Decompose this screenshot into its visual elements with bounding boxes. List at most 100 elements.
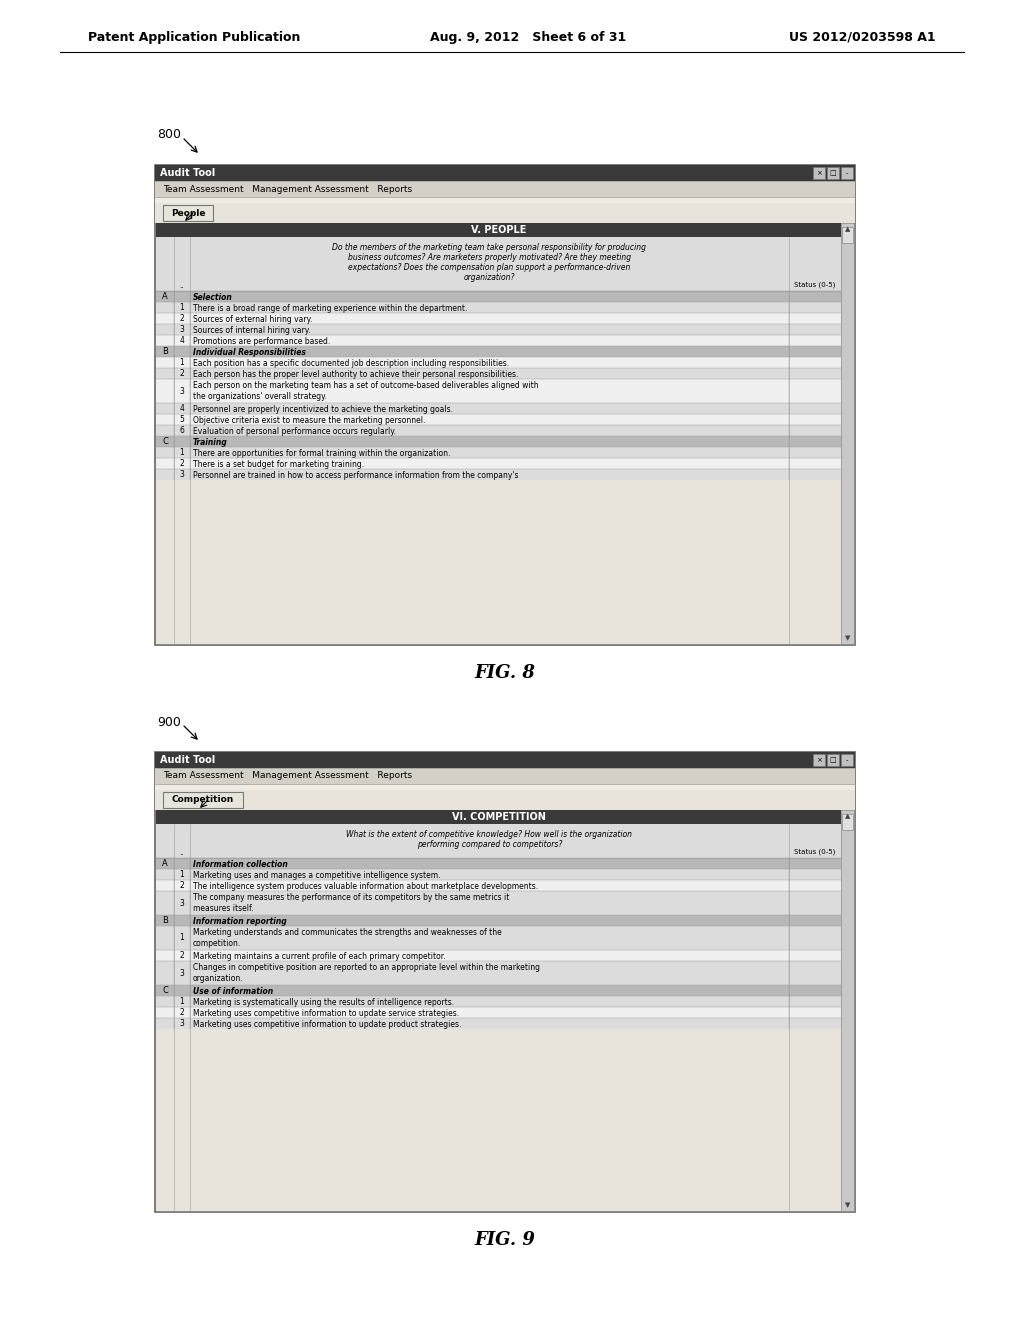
Text: 5: 5 <box>179 414 184 424</box>
Bar <box>156 290 841 302</box>
Text: 2: 2 <box>179 314 184 323</box>
Text: Information reporting: Information reporting <box>193 917 287 927</box>
Bar <box>156 950 841 961</box>
Text: Changes in competitive position are reported to an appropriate level within the : Changes in competitive position are repo… <box>193 964 540 972</box>
Text: 4: 4 <box>179 404 184 413</box>
Bar <box>156 379 841 403</box>
Bar <box>155 197 855 203</box>
Text: 2: 2 <box>179 950 184 960</box>
Text: What is the extent of competitive knowledge? How well is the organization: What is the extent of competitive knowle… <box>346 830 633 840</box>
Text: Status (0-5): Status (0-5) <box>795 281 836 288</box>
Text: Audit Tool: Audit Tool <box>160 168 215 178</box>
Bar <box>156 1007 841 1018</box>
Bar <box>155 784 855 789</box>
Text: 800: 800 <box>157 128 181 141</box>
Bar <box>156 810 841 824</box>
Text: A: A <box>162 292 168 301</box>
Text: There is a set budget for marketing training.: There is a set budget for marketing trai… <box>193 459 365 469</box>
Text: Marketing understands and communicates the strengths and weaknesses of the: Marketing understands and communicates t… <box>193 928 502 937</box>
Bar <box>155 203 855 223</box>
Text: Marketing uses competitive information to update service strategies.: Marketing uses competitive information t… <box>193 1008 459 1018</box>
Text: 1: 1 <box>179 358 184 367</box>
Text: Training: Training <box>193 438 227 447</box>
Text: 900: 900 <box>157 715 181 729</box>
Bar <box>156 458 841 469</box>
Text: Marketing uses competitive information to update product strategies.: Marketing uses competitive information t… <box>193 1020 462 1030</box>
Bar <box>156 223 841 238</box>
Bar <box>155 181 855 197</box>
Text: 2: 2 <box>179 1008 184 1016</box>
Text: There is a broad range of marketing experience within the department.: There is a broad range of marketing expe… <box>193 304 467 313</box>
Text: Status (0-5): Status (0-5) <box>795 849 836 855</box>
Text: Team Assessment   Management Assessment   Reports: Team Assessment Management Assessment Re… <box>163 185 412 194</box>
Text: Evaluation of personal performance occurs regularly.: Evaluation of personal performance occur… <box>193 426 396 436</box>
Text: Audit Tool: Audit Tool <box>160 755 215 766</box>
Text: 3: 3 <box>179 325 184 334</box>
Text: expectations? Does the compensation plan support a performance-driven: expectations? Does the compensation plan… <box>348 263 631 272</box>
Text: Competition: Competition <box>172 796 234 804</box>
Text: 2: 2 <box>179 880 184 890</box>
Text: C: C <box>162 986 168 995</box>
Bar <box>156 961 841 985</box>
Text: V. PEOPLE: V. PEOPLE <box>471 224 526 235</box>
Bar <box>842 227 853 243</box>
Text: Do the members of the marketing team take personal responsibility for producing: Do the members of the marketing team tak… <box>333 243 646 252</box>
Text: 2: 2 <box>179 459 184 469</box>
Text: performing compared to competitors?: performing compared to competitors? <box>417 840 562 849</box>
Text: 3: 3 <box>179 387 184 396</box>
Text: 2: 2 <box>179 370 184 378</box>
Text: Sources of external hiring vary.: Sources of external hiring vary. <box>193 315 312 323</box>
Text: C: C <box>162 437 168 446</box>
Bar <box>841 223 854 644</box>
Text: Information collection: Information collection <box>193 861 288 869</box>
Bar <box>156 313 841 323</box>
Text: 1: 1 <box>179 933 184 942</box>
Text: The intelligence system produces valuable information about marketplace developm: The intelligence system produces valuabl… <box>193 882 539 891</box>
Text: Use of information: Use of information <box>193 987 273 997</box>
Text: ▼: ▼ <box>845 1203 850 1208</box>
Text: People: People <box>171 209 205 218</box>
Text: Personnel are trained in how to access performance information from the company': Personnel are trained in how to access p… <box>193 471 518 480</box>
Text: 1: 1 <box>179 304 184 312</box>
Bar <box>841 810 854 1210</box>
Bar <box>156 346 841 356</box>
Bar <box>155 165 855 645</box>
Text: Aug. 9, 2012   Sheet 6 of 31: Aug. 9, 2012 Sheet 6 of 31 <box>430 30 627 44</box>
Bar <box>842 814 853 830</box>
Bar <box>156 238 841 290</box>
Text: Personnel are properly incentivized to achieve the marketing goals.: Personnel are properly incentivized to a… <box>193 405 453 414</box>
Text: Selection: Selection <box>193 293 232 302</box>
Bar <box>827 168 839 180</box>
Text: FIG. 9: FIG. 9 <box>474 1232 536 1249</box>
Text: ▼: ▼ <box>845 635 850 642</box>
Text: 1: 1 <box>179 447 184 457</box>
Bar <box>155 752 855 1212</box>
Text: 3: 3 <box>179 1019 184 1028</box>
Bar <box>156 436 841 447</box>
Text: ..: .. <box>180 850 184 855</box>
Text: B: B <box>162 916 168 925</box>
Bar <box>155 165 855 181</box>
Text: organization.: organization. <box>193 974 244 983</box>
Text: Each person has the proper level authority to achieve their personal responsibil: Each person has the proper level authori… <box>193 370 518 379</box>
Bar <box>156 869 841 880</box>
Text: Marketing is systematically using the results of intelligence reports.: Marketing is systematically using the re… <box>193 998 454 1007</box>
Bar <box>813 754 825 766</box>
Text: ▲: ▲ <box>845 813 850 818</box>
Text: measures itself.: measures itself. <box>193 904 254 913</box>
Text: FIG. 8: FIG. 8 <box>474 664 536 682</box>
Text: Patent Application Publication: Patent Application Publication <box>88 30 300 44</box>
Text: 3: 3 <box>179 470 184 479</box>
Text: Individual Responsibilities: Individual Responsibilities <box>193 348 306 356</box>
Bar <box>156 425 841 436</box>
Bar <box>156 880 841 891</box>
Text: Marketing uses and manages a competitive intelligence system.: Marketing uses and manages a competitive… <box>193 871 440 880</box>
Text: 3: 3 <box>179 899 184 908</box>
Text: Sources of internal hiring vary.: Sources of internal hiring vary. <box>193 326 310 335</box>
Bar <box>156 403 841 414</box>
Text: The company measures the performance of its competitors by the same metrics it: The company measures the performance of … <box>193 894 509 902</box>
Text: 3: 3 <box>179 969 184 978</box>
Bar <box>827 754 839 766</box>
Bar <box>155 789 855 810</box>
Text: ×: × <box>816 756 822 763</box>
